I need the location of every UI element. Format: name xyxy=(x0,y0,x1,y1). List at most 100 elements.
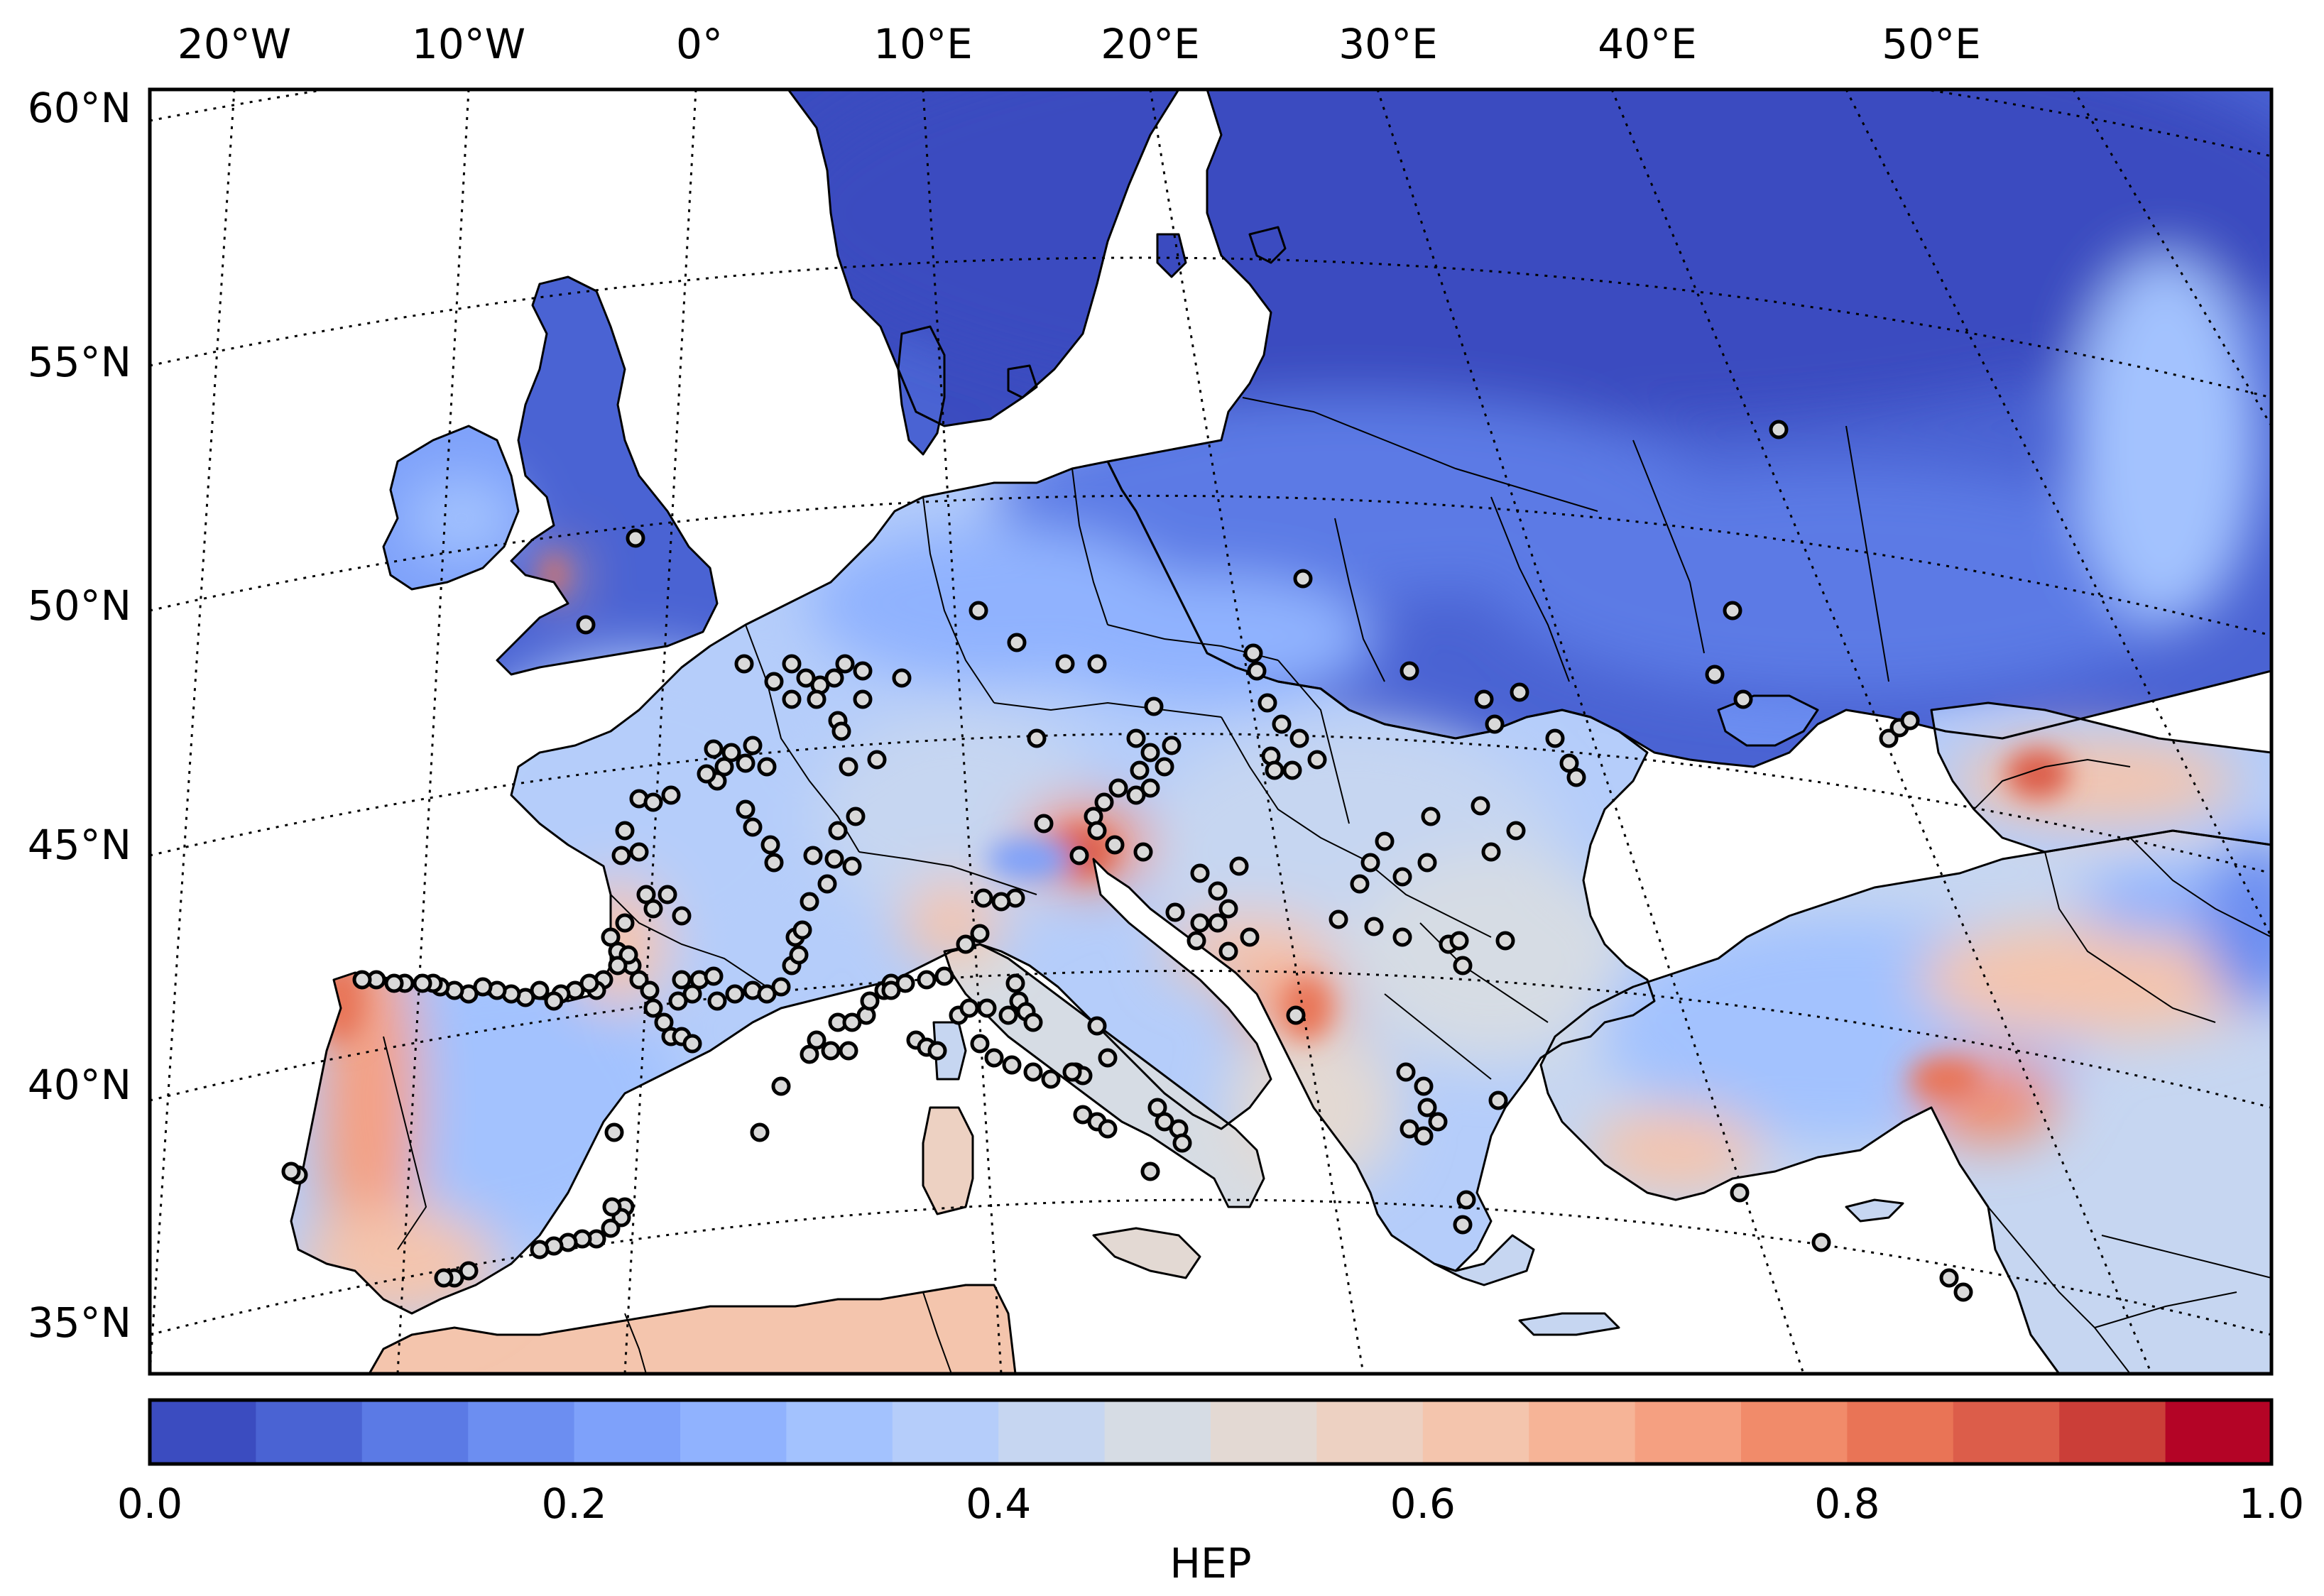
station-marker xyxy=(1350,874,1370,894)
station-marker xyxy=(1417,853,1437,873)
station-marker xyxy=(835,654,855,674)
station-marker xyxy=(824,849,844,869)
station-marker xyxy=(736,753,755,773)
station-marker xyxy=(1130,760,1150,780)
station-marker xyxy=(1953,1282,1973,1302)
station-marker xyxy=(800,892,819,912)
station-marker xyxy=(434,1268,454,1288)
station-marker xyxy=(934,966,954,986)
station-marker xyxy=(352,970,372,990)
station-marker xyxy=(1140,778,1160,798)
station-marker xyxy=(1055,654,1075,674)
colorbar-tick-label: 0.0 xyxy=(117,1480,182,1528)
station-marker xyxy=(853,661,873,681)
lat-label-40n: 40°N xyxy=(28,1061,131,1109)
station-marker xyxy=(743,736,763,755)
lat-labels: 60°N 55°N 50°N 45°N 40°N 35°N xyxy=(28,84,131,1347)
station-marker xyxy=(1162,736,1182,755)
station-marker xyxy=(1023,1062,1043,1082)
graticule xyxy=(150,89,2271,1374)
station-marker xyxy=(1364,917,1384,936)
station-marker xyxy=(807,1030,827,1050)
lon-label-40e: 40°E xyxy=(1598,20,1696,68)
lon-labels: 20°W 10°W 0° 10°E 20°E 30°E 40°E 50°E xyxy=(178,20,1981,68)
station-marker xyxy=(1133,842,1153,862)
station-marker xyxy=(1165,902,1185,922)
station-marker xyxy=(714,757,734,777)
station-marker xyxy=(1087,1016,1107,1036)
station-marker xyxy=(927,1041,947,1061)
station-marker xyxy=(601,1218,621,1238)
station-marker xyxy=(640,980,660,1000)
station-marker xyxy=(611,846,631,865)
station-marker xyxy=(1566,767,1586,787)
station-marker xyxy=(771,977,791,997)
lon-label-30e: 30°E xyxy=(1338,20,1437,68)
station-marker xyxy=(1289,728,1309,748)
station-marker xyxy=(970,1034,990,1054)
station-marker xyxy=(771,1076,791,1096)
station-marker xyxy=(881,980,901,1000)
station-marker xyxy=(1449,931,1469,951)
station-marker xyxy=(984,1048,1004,1068)
station-marker xyxy=(1034,814,1054,833)
station-marker xyxy=(1421,807,1441,826)
station-marker xyxy=(530,1240,550,1259)
colorbar-frame xyxy=(148,1398,2274,1466)
station-marker xyxy=(1506,821,1526,841)
station-marker xyxy=(1286,1005,1306,1025)
station-marker xyxy=(917,970,937,990)
station-marker xyxy=(764,672,784,692)
colorbar-cell xyxy=(1529,1400,1636,1464)
station-marker xyxy=(1041,1069,1061,1089)
station-marker xyxy=(867,750,887,770)
colorbar-cell xyxy=(892,1400,999,1464)
station-marker xyxy=(1126,728,1146,748)
colorbar: 0.0 0.2 0.4 0.6 0.8 1.0 HEP xyxy=(117,1398,2304,1587)
colorbar-cell xyxy=(361,1400,469,1464)
station-marker xyxy=(764,853,784,873)
colorbar-cell xyxy=(150,1400,256,1464)
station-marker xyxy=(1002,1055,1022,1075)
colorbar-cell xyxy=(2059,1400,2166,1464)
station-marker xyxy=(969,601,988,621)
station-marker xyxy=(1769,420,1789,439)
station-marker xyxy=(821,1041,841,1061)
station-marker xyxy=(1144,696,1164,716)
colorbar-tick-label: 1.0 xyxy=(2239,1480,2304,1528)
colorbar-cell xyxy=(1741,1400,1848,1464)
lat-label-35n: 35°N xyxy=(28,1299,131,1347)
station-marker xyxy=(1190,863,1210,883)
station-marker xyxy=(839,757,858,777)
station-marker xyxy=(1730,1183,1750,1203)
station-marker xyxy=(1098,1048,1118,1068)
colorbar-cell xyxy=(256,1400,363,1464)
station-marker xyxy=(643,998,663,1018)
station-marker xyxy=(1400,661,1419,681)
station-marker xyxy=(956,934,976,954)
station-marker xyxy=(977,998,997,1018)
station-marker xyxy=(544,991,564,1011)
station-marker xyxy=(1453,956,1473,975)
station-markers xyxy=(281,420,1973,1302)
station-marker xyxy=(704,739,724,759)
station-marker xyxy=(1172,1133,1192,1153)
station-marker xyxy=(1240,927,1260,947)
colorbar-cell xyxy=(786,1400,893,1464)
station-marker xyxy=(1396,1062,1416,1082)
station-marker xyxy=(1218,899,1238,919)
colorbar-cell xyxy=(1104,1400,1211,1464)
colorbar-cell xyxy=(1422,1400,1529,1464)
colorbar-cell xyxy=(468,1400,575,1464)
station-marker xyxy=(643,792,663,812)
station-marker xyxy=(1392,867,1412,887)
station-marker xyxy=(1307,750,1327,770)
station-marker xyxy=(998,1005,1018,1025)
station-marker xyxy=(842,856,862,876)
colorbar-cell xyxy=(1635,1400,1742,1464)
station-marker xyxy=(828,821,848,841)
station-marker xyxy=(1360,853,1380,873)
station-marker xyxy=(604,1122,624,1142)
station-marker xyxy=(1329,909,1348,929)
